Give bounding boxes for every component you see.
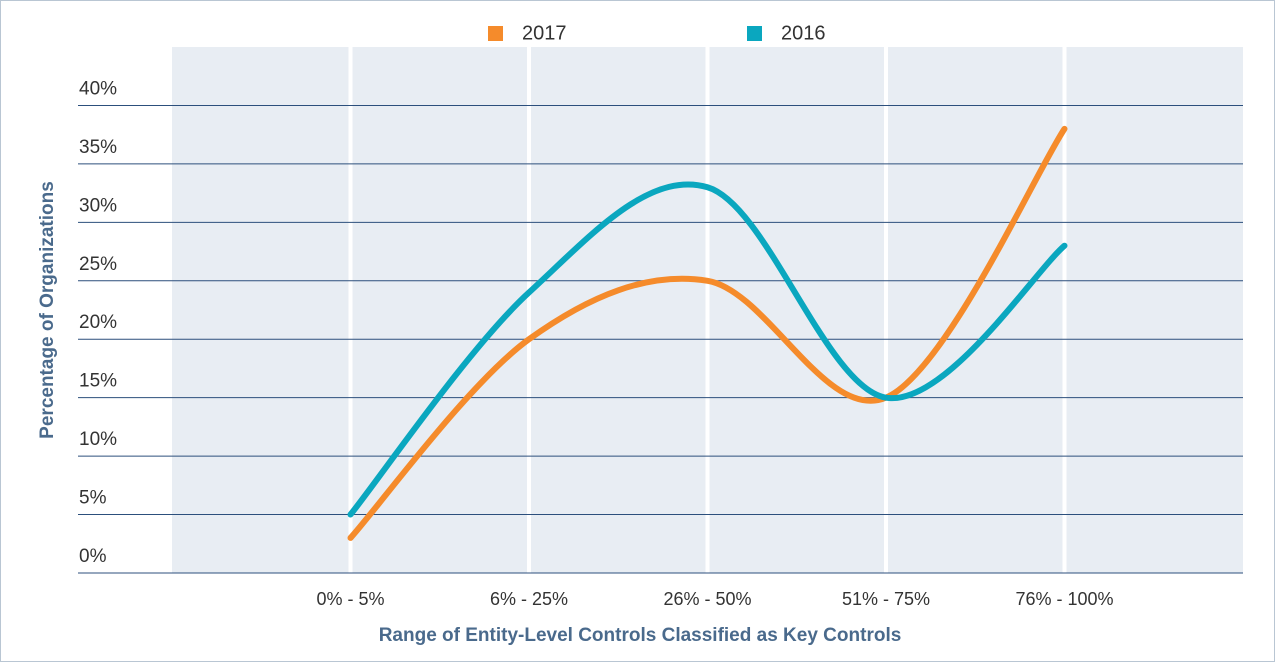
legend-label: 2016 (781, 22, 826, 44)
y-tick-label: 0% (79, 546, 107, 567)
x-tick-label: 6% - 25% (490, 589, 568, 609)
y-tick-label: 10% (79, 429, 117, 450)
y-tick-label: 40% (79, 78, 117, 99)
y-tick-label: 15% (79, 371, 117, 392)
legend-swatch (488, 26, 503, 41)
y-tick-label: 5% (79, 488, 107, 509)
x-tick-label: 51% - 75% (842, 589, 930, 609)
y-tick-label: 25% (79, 254, 117, 275)
y-tick-label: 30% (79, 195, 117, 216)
x-tick-label: 26% - 50% (663, 589, 751, 609)
y-tick-label: 35% (79, 137, 117, 158)
series-line (347, 125, 1068, 541)
x-axis-title: Range of Entity-Level Controls Classifie… (379, 625, 902, 646)
y-axis-title: Percentage of Organizations (37, 181, 58, 439)
series-line (347, 181, 1068, 518)
legend-swatch (747, 26, 762, 41)
x-tick-label: 76% - 100% (1015, 589, 1113, 609)
y-tick-label: 20% (79, 312, 117, 333)
legend-label: 2017 (522, 22, 567, 44)
x-tick-label: 0% - 5% (316, 589, 384, 609)
